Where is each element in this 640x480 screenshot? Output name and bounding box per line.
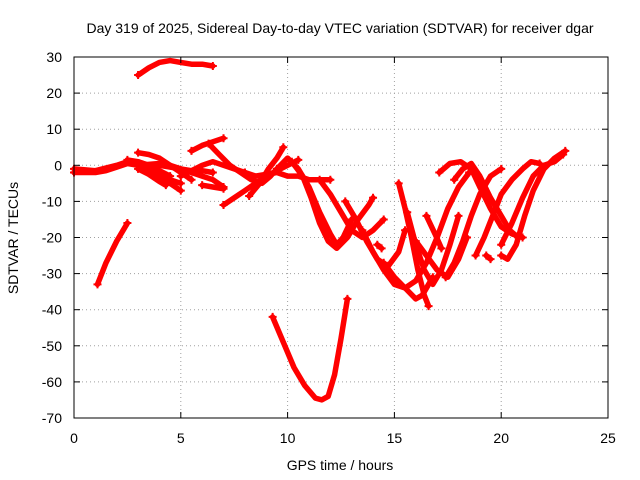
point-marker [176,179,185,188]
series-trace-33 [269,296,351,403]
point-marker [268,312,277,321]
y-tick-label: -30 [42,266,62,282]
point-marker [497,164,506,173]
series-trace-13 [246,144,287,199]
point-marker [187,175,196,184]
x-tick-label: 25 [600,430,616,446]
x-tick-labels: 0 5 10 15 20 25 [70,430,616,446]
y-axis-label: SDTVAR / TECUs [5,182,21,294]
series-trace-28 [472,158,543,259]
y-tick-label: -50 [42,338,62,354]
point-marker [208,168,217,177]
series-trace-19 [359,169,472,291]
point-marker [341,197,350,206]
series-trace-16 [289,158,376,252]
y-tick-label: 0 [54,157,62,173]
axis-ticks [73,56,609,419]
point-marker [240,168,249,177]
point-marker [486,255,495,264]
point-marker [326,175,335,184]
point-marker [134,71,143,80]
point-marker [155,161,164,170]
y-tick-label: 20 [46,85,62,101]
point-marker [435,168,444,177]
point-marker [437,244,446,253]
point-marker [379,258,388,267]
point-marker [123,219,132,228]
x-tick-label: 5 [177,430,185,446]
point-marker [272,164,281,173]
y-tick-label: -20 [42,230,62,246]
point-marker [208,62,217,71]
y-tick-label: 30 [46,49,62,65]
y-tick-labels: 30 20 10 0 -10 -20 -30 -40 -50 -60 -70 [42,49,62,426]
point-marker [379,215,388,224]
point-marker [134,161,143,170]
series-trace-17 [316,176,387,241]
point-marker [343,294,352,303]
series-trace-25 [442,166,504,280]
point-marker [482,251,491,260]
point-marker [279,143,288,152]
x-tick-label: 10 [280,430,296,446]
point-marker [497,251,506,260]
point-marker [198,181,207,190]
point-marker [377,244,386,253]
y-tick-label: 10 [46,121,62,137]
series-trace-31 [94,220,131,288]
point-marker [471,251,480,260]
point-marker [403,208,412,217]
y-tick-label: -40 [42,302,62,318]
point-marker [450,175,459,184]
y-tick-label: -60 [42,374,62,390]
point-marker [176,172,185,181]
point-marker [123,155,132,164]
point-marker [497,240,506,249]
point-marker [219,201,228,210]
x-tick-label: 0 [70,430,78,446]
point-marker [93,280,102,289]
series-trace-21 [395,180,432,309]
point-marker [294,155,303,164]
series-trace-5 [135,166,169,188]
point-marker [187,146,196,155]
point-marker [441,273,450,282]
y-tick-label: -70 [42,410,62,426]
x-tick-label: 15 [387,430,403,446]
x-axis-label: GPS time / hours [287,457,394,473]
point-marker [454,211,463,220]
y-tick-label: -10 [42,193,62,209]
point-marker [394,179,403,188]
series-trace-32 [135,57,216,78]
data-traces [70,57,570,403]
point-marker [422,211,431,220]
point-marker [424,302,433,311]
point-marker [134,148,143,157]
point-marker [245,191,254,200]
point-marker [166,172,175,181]
point-marker [287,157,296,166]
point-marker [369,193,378,202]
series-trace-30 [498,148,569,262]
point-marker [161,181,170,190]
point-marker [358,226,367,235]
point-marker [561,146,570,155]
point-marker [176,186,185,195]
point-marker [219,134,228,143]
series-trace-24 [423,213,445,252]
chart-title: Day 319 of 2025, Sidereal Day-to-day VTE… [86,20,593,36]
point-marker [204,139,213,148]
point-marker [315,175,324,184]
point-marker [219,184,228,193]
point-marker [411,237,420,246]
point-marker [373,240,382,249]
x-tick-label: 20 [493,430,509,446]
